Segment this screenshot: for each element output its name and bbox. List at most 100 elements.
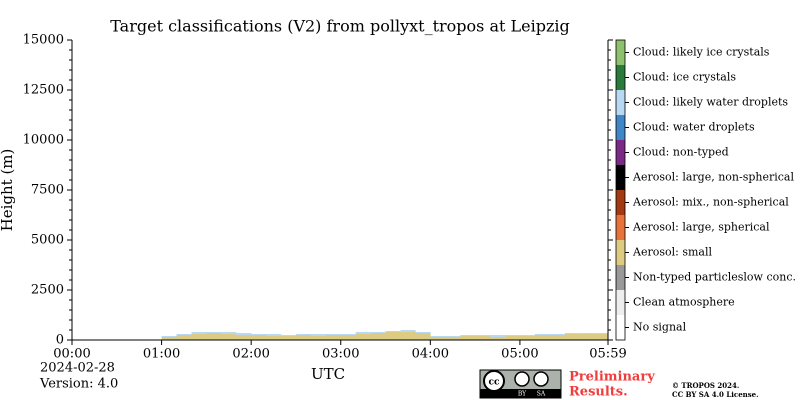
legend-label: Cloud: water droplets [633, 121, 755, 134]
class-cell [295, 335, 312, 340]
x-tick-label: 04:00 [412, 347, 449, 362]
legend-label: No signal [633, 321, 687, 334]
class-cell [579, 333, 595, 334]
class-cell [370, 332, 386, 333]
legend-swatch [616, 40, 625, 65]
legend-swatch [616, 315, 625, 340]
y-tick-label: 5000 [31, 233, 64, 248]
y-tick-label: 0 [56, 333, 64, 348]
class-cell [295, 334, 312, 335]
legend-label: Cloud: likely ice crystals [633, 46, 770, 59]
class-cell [534, 335, 551, 340]
class-cell [579, 334, 595, 340]
legend-label: Cloud: ice crystals [633, 71, 736, 84]
class-cell [266, 336, 282, 340]
cc-badge: cc BY SA [479, 369, 562, 399]
class-cell [549, 335, 566, 340]
class-cell [475, 336, 491, 340]
class-cell [161, 337, 177, 340]
legend-swatch [616, 215, 625, 240]
x-axis-label: UTC [311, 365, 345, 383]
class-cell [460, 336, 476, 340]
class-cell [355, 332, 371, 334]
class-cell [221, 332, 237, 334]
class-cell [310, 336, 327, 340]
class-cell [251, 335, 267, 340]
class-cell [445, 337, 461, 340]
class-cell [594, 334, 608, 340]
legend-swatch [616, 165, 625, 190]
svg-text:cc: cc [489, 378, 500, 388]
legend-label: Clean atmosphere [633, 296, 735, 309]
plot-area [161, 330, 608, 340]
class-cell [221, 334, 237, 340]
version: Version: 4.0 [39, 377, 118, 392]
chart-title: Target classifications (V2) from pollyxt… [110, 17, 570, 36]
y-axis-label: Height (m) [0, 149, 16, 232]
class-cell [519, 335, 536, 336]
class-cell [415, 332, 431, 333]
copyright: © TROPOS 2024. [672, 381, 739, 390]
class-cell [206, 332, 222, 333]
class-cell [415, 333, 431, 340]
legend-label: Aerosol: large, spherical [632, 221, 770, 234]
class-cell [340, 335, 356, 340]
legend-swatch [616, 290, 625, 315]
legend-label: Aerosol: small [632, 246, 712, 259]
license: CC BY SA 4.0 License. [672, 390, 759, 399]
class-cell [490, 335, 506, 337]
x-tick-label: 03:00 [322, 347, 359, 362]
class-cell [400, 330, 416, 332]
legend-swatch [616, 115, 625, 140]
class-cell [564, 334, 580, 340]
class-cell [504, 335, 521, 336]
class-cell [266, 334, 282, 336]
y-tick-label: 2500 [31, 283, 64, 298]
x-tick-label: 00:00 [53, 347, 90, 362]
class-cell [564, 333, 580, 334]
class-cell [594, 333, 608, 334]
class-cell [430, 336, 446, 337]
class-cell [236, 335, 252, 340]
legend-label: Cloud: likely water droplets [633, 96, 788, 109]
colorbar-frame [615, 39, 626, 341]
y-tick-label: 12500 [23, 83, 64, 98]
x-tick-label: 05:00 [501, 347, 538, 362]
y-tick-label: 10000 [23, 133, 64, 148]
class-cell [460, 335, 476, 336]
class-cell [176, 334, 192, 335]
y-tick-label: 15000 [23, 33, 64, 48]
legend-swatch [616, 190, 625, 215]
class-cell [385, 332, 401, 340]
class-cell [370, 333, 386, 340]
preliminary: Preliminary [569, 370, 655, 385]
class-cell [325, 335, 342, 340]
class-cell [519, 336, 536, 340]
class-cell [400, 332, 416, 340]
legend-swatch [616, 240, 625, 265]
badge-left: BY [518, 391, 527, 398]
class-cell [549, 334, 566, 335]
legend-label: Aerosol: large, non-spherical [632, 171, 794, 184]
class-cell [191, 332, 207, 334]
legend-swatch [616, 90, 625, 115]
x-tick-label: 02:00 [232, 347, 269, 362]
class-cell [490, 337, 506, 340]
class-cell [430, 337, 446, 340]
class-cell [191, 334, 207, 340]
legend-label: Cloud: non-typed [633, 146, 729, 159]
class-cell [251, 334, 267, 335]
legend-label: Aerosol: mix., non-spherical [632, 196, 789, 209]
class-cell [176, 335, 192, 340]
class-cell [206, 333, 222, 340]
legend-swatch [616, 265, 625, 290]
preliminary: Results. [569, 385, 628, 400]
class-cell [340, 334, 356, 335]
class-cell [355, 334, 371, 340]
legend-swatch [616, 140, 625, 165]
class-cell [475, 335, 491, 336]
class-cell [310, 334, 327, 336]
class-cell [325, 334, 342, 335]
y-tick-label: 7500 [31, 183, 64, 198]
